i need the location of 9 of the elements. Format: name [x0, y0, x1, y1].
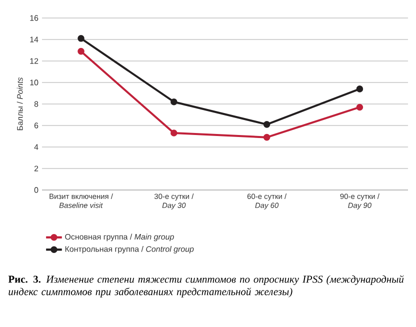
point: [78, 48, 84, 55]
text: Рис. 3. Изменение степени тяжести симптомов по опроснику IPSS (международный индекс симптомов при заболеваниях предстательной железы): [8, 275, 404, 298]
point: [170, 98, 178, 106]
point: [170, 130, 178, 136]
point: [78, 35, 84, 42]
point: [356, 104, 364, 111]
point: [263, 121, 270, 128]
point: [356, 86, 364, 92]
point: [263, 134, 270, 141]
